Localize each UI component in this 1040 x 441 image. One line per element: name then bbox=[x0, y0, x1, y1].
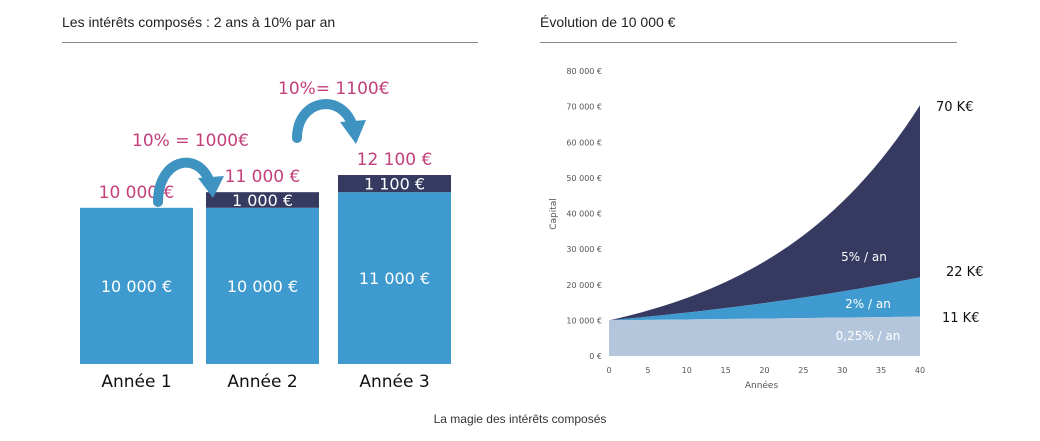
year-label-2: Année 2 bbox=[227, 372, 297, 392]
end-value-label-1: 11 K€ bbox=[942, 311, 979, 326]
bar-interest-label-2: 1 000 € bbox=[232, 191, 293, 210]
arrow-icon-1-curve bbox=[153, 157, 214, 207]
y-tick-label: 0 € bbox=[589, 352, 602, 361]
bar-interest-label-3: 1 100 € bbox=[364, 175, 425, 194]
area-5 bbox=[609, 105, 920, 321]
bar-total-label-2: 11 000 € bbox=[225, 167, 301, 187]
bar-base-label-2: 10 000 € bbox=[227, 277, 298, 296]
x-tick-label: 25 bbox=[798, 366, 808, 375]
y-tick-label: 10 000 € bbox=[566, 316, 602, 325]
arrow-icon-1-head bbox=[198, 176, 224, 198]
bar-interest-2 bbox=[206, 192, 319, 208]
x-tick-label: 0 bbox=[606, 366, 611, 375]
x-tick-label: 40 bbox=[915, 366, 925, 375]
x-tick-label: 35 bbox=[876, 366, 886, 375]
x-tick-label: 5 bbox=[645, 366, 650, 375]
area-025 bbox=[609, 316, 920, 356]
bar-interest-3 bbox=[338, 175, 451, 193]
growth-annotation-2: 10%= 1100€ bbox=[278, 79, 390, 99]
x-tick-label: 15 bbox=[721, 366, 731, 375]
left-title-divider bbox=[62, 42, 478, 43]
year-label-3: Année 3 bbox=[359, 372, 429, 392]
end-value-label-3: 70 K€ bbox=[936, 100, 973, 115]
y-tick-label: 80 000 € bbox=[566, 67, 602, 76]
x-axis-title: Années bbox=[745, 380, 779, 391]
x-tick-label: 10 bbox=[682, 366, 692, 375]
y-tick-label: 20 000 € bbox=[566, 281, 602, 290]
growth-annotation-1: 10% = 1000€ bbox=[132, 131, 249, 151]
y-tick-label: 30 000 € bbox=[566, 245, 602, 254]
bar-total-label-3: 12 100 € bbox=[357, 150, 433, 170]
arrow-icon-2-head bbox=[340, 120, 366, 144]
year-label-1: Année 1 bbox=[101, 372, 171, 392]
bar-base-label-3: 11 000 € bbox=[359, 269, 430, 288]
right-panel-title: Évolution de 10 000 € bbox=[540, 14, 676, 30]
bar-base-3 bbox=[338, 192, 451, 364]
y-tick-label: 60 000 € bbox=[566, 138, 602, 147]
x-tick-label: 30 bbox=[837, 366, 847, 375]
y-tick-label: 70 000 € bbox=[566, 103, 602, 112]
x-tick-label: 20 bbox=[759, 366, 769, 375]
series-label-2: 2% / an bbox=[845, 297, 891, 311]
bar-base-1 bbox=[80, 207, 193, 364]
bar-base-label-1: 10 000 € bbox=[101, 277, 172, 296]
y-tick-label: 50 000 € bbox=[566, 174, 602, 183]
end-value-label-2: 22 K€ bbox=[946, 265, 983, 280]
left-panel-title: Les intérêts composés : 2 ans à 10% par … bbox=[62, 14, 336, 30]
y-axis-title: Capital bbox=[549, 198, 559, 230]
bar-base-2 bbox=[206, 207, 319, 364]
series-label-1: 0,25% / an bbox=[836, 329, 901, 343]
figure-caption: La magie des intérêts composés bbox=[433, 412, 607, 426]
right-title-divider bbox=[540, 42, 957, 43]
arrow-icon-2-curve bbox=[292, 99, 357, 143]
y-tick-label: 40 000 € bbox=[566, 210, 602, 219]
area-2 bbox=[609, 277, 920, 321]
series-label-3: 5% / an bbox=[841, 250, 887, 264]
